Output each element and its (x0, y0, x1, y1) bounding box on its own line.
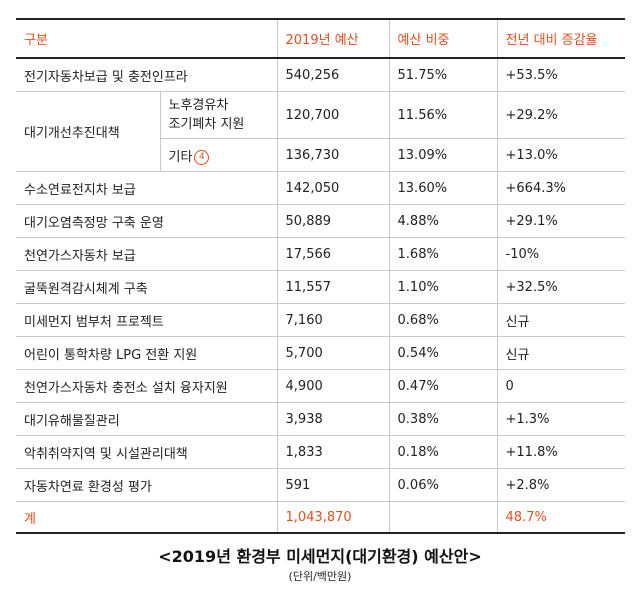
row-share: 0.47% (388, 369, 498, 403)
row-change: +29.2% (496, 91, 626, 139)
row-change: +1.3% (496, 402, 626, 436)
sub-label: 기타 4 (160, 138, 278, 172)
row-budget: 591 (276, 468, 390, 502)
row-label: 미세먼지 범부처 프로젝트 (16, 303, 278, 337)
row-share: 1.68% (388, 237, 498, 271)
header-row: 구분 2019년 예산 예산 비중 전년 대비 증감율 (16, 18, 626, 59)
row-label: 악취취약지역 및 시설관리대책 (16, 435, 278, 469)
row-change: +53.5% (496, 57, 626, 92)
row-budget: 11,557 (276, 270, 390, 304)
table-row: 어린이 통학차량 LPG 전환 지원 5,700 0.54% 신규 (16, 336, 626, 370)
header-share: 예산 비중 (388, 18, 498, 59)
row-budget: 17,566 (276, 237, 390, 271)
table-row: 수소연료전지차 보급 142,050 13.60% +664.3% (16, 171, 626, 205)
group-label: 대기개선추진대책 (16, 91, 161, 172)
row-change: +32.5% (496, 270, 626, 304)
row-budget: 120,700 (276, 91, 390, 139)
table-row: 미세먼지 범부처 프로젝트 7,160 0.68% 신규 (16, 303, 626, 337)
row-share: 13.09% (388, 138, 498, 172)
row-budget: 7,160 (276, 303, 390, 337)
header-change: 전년 대비 증감율 (496, 18, 626, 59)
total-budget: 1,043,870 (276, 501, 390, 534)
sub-label-line1: 노후경유차 (168, 98, 229, 113)
table-row: 천연가스자동차 충전소 설치 융자지원 4,900 0.47% 0 (16, 369, 626, 403)
table-caption: <2019년 환경부 미세먼지(대기환경) 예산안> (158, 547, 482, 566)
row-label: 수소연료전지차 보급 (16, 171, 278, 205)
row-share: 0.38% (388, 402, 498, 436)
row-share: 0.18% (388, 435, 498, 469)
row-label: 전기자동차보급 및 충전인프라 (16, 57, 278, 92)
row-budget: 1,833 (276, 435, 390, 469)
total-share (388, 501, 498, 534)
row-change: 신규 (496, 303, 626, 337)
unit-note: (단위/백만원) (288, 570, 352, 583)
row-budget: 5,700 (276, 336, 390, 370)
sub-label-text: 기타 (168, 149, 193, 165)
row-change: +29.1% (496, 204, 626, 238)
row-change: +13.0% (496, 138, 626, 172)
row-share: 11.56% (388, 91, 498, 139)
row-budget: 3,938 (276, 402, 390, 436)
row-label: 천연가스자동차 보급 (16, 237, 278, 271)
budget-table: 구분 2019년 예산 예산 비중 전년 대비 증감율 전기자동차보급 및 충전… (16, 18, 626, 534)
row-budget: 4,900 (276, 369, 390, 403)
header-category: 구분 (16, 18, 278, 59)
row-label: 굴뚝원격감시체계 구축 (16, 270, 278, 304)
row-label: 천연가스자동차 충전소 설치 융자지원 (16, 369, 278, 403)
row-budget: 142,050 (276, 171, 390, 205)
row-share: 13.60% (388, 171, 498, 205)
row-change: +664.3% (496, 171, 626, 205)
row-share: 0.06% (388, 468, 498, 502)
table-row: 악취취약지역 및 시설관리대책 1,833 0.18% +11.8% (16, 435, 626, 469)
row-label: 자동차연료 환경성 평가 (16, 468, 278, 502)
footnote-marker: 4 (194, 149, 210, 165)
row-label: 어린이 통학차량 LPG 전환 지원 (16, 336, 278, 370)
row-change: +2.8% (496, 468, 626, 502)
table-row: 천연가스자동차 보급 17,566 1.68% -10% (16, 237, 626, 271)
table-row: 자동차연료 환경성 평가 591 0.06% +2.8% (16, 468, 626, 502)
row-change: +11.8% (496, 435, 626, 469)
row-change: -10% (496, 237, 626, 271)
sub-label-line2: 조기폐차 지원 (168, 117, 245, 132)
row-share: 4.88% (388, 204, 498, 238)
table-row: 기타 4 136,730 13.09% +13.0% (16, 138, 626, 172)
table-row: 대기유해물질관리 3,938 0.38% +1.3% (16, 402, 626, 436)
row-share: 0.68% (388, 303, 498, 337)
row-share: 51.75% (388, 57, 498, 92)
header-budget: 2019년 예산 (276, 18, 390, 59)
row-share: 1.10% (388, 270, 498, 304)
table-row: 대기오염측정망 구축 운영 50,889 4.88% +29.1% (16, 204, 626, 238)
row-budget: 540,256 (276, 57, 390, 92)
row-share: 0.54% (388, 336, 498, 370)
row-change: 신규 (496, 336, 626, 370)
table-row: 굴뚝원격감시체계 구축 11,557 1.10% +32.5% (16, 270, 626, 304)
row-budget: 50,889 (276, 204, 390, 238)
row-label: 대기유해물질관리 (16, 402, 278, 436)
total-label: 계 (16, 501, 278, 534)
total-row: 계 1,043,870 48.7% (16, 501, 626, 534)
row-change: 0 (496, 369, 626, 403)
row-label: 대기오염측정망 구축 운영 (16, 204, 278, 238)
row-budget: 136,730 (276, 138, 390, 172)
table-row: 전기자동차보급 및 충전인프라 540,256 51.75% +53.5% (16, 57, 626, 92)
total-change: 48.7% (496, 501, 626, 534)
